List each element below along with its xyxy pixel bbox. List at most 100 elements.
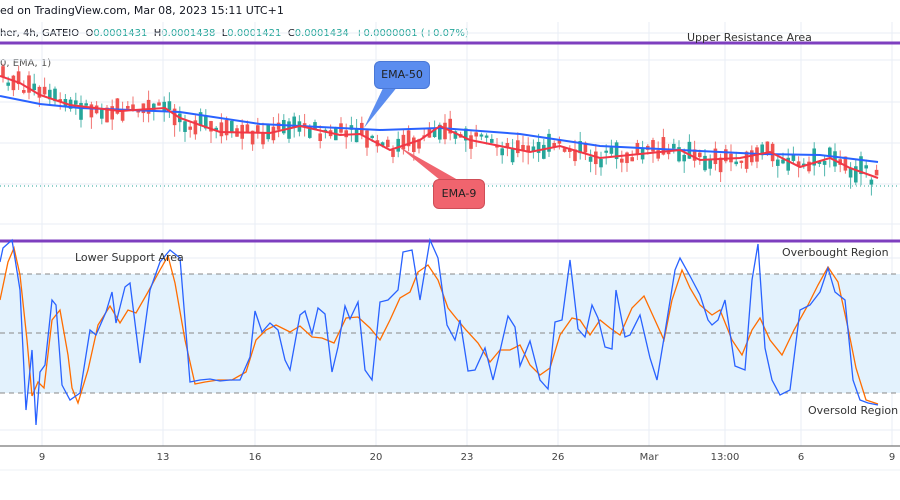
candle-body — [152, 103, 156, 110]
candle-body — [292, 116, 296, 128]
ema9-callout: EMA-9 — [433, 179, 485, 209]
candle-body — [214, 127, 218, 131]
candle-body — [22, 90, 26, 93]
candle-body — [516, 140, 520, 154]
candle-body — [817, 161, 822, 164]
candle-body — [843, 156, 848, 171]
candle-body — [807, 161, 811, 172]
candle-body — [562, 148, 567, 152]
candle-body — [261, 132, 265, 145]
candle-body — [287, 121, 291, 139]
candle-body — [406, 130, 411, 147]
candle-body — [105, 107, 109, 123]
x-axis-label: 16 — [248, 452, 262, 463]
ema50-callout-tail — [364, 86, 398, 128]
candle-body — [219, 122, 224, 137]
candle-body — [536, 141, 541, 153]
published-info: ed on TradingView.com, Mar 08, 2023 15:1… — [0, 4, 284, 17]
candle-body — [266, 124, 270, 140]
candle-body — [27, 75, 31, 93]
candle-body — [380, 142, 385, 146]
candle-body — [84, 103, 88, 106]
candle-body — [474, 132, 478, 137]
candle-body — [188, 126, 192, 130]
candle-body — [796, 161, 801, 167]
candle-body — [432, 128, 437, 138]
candle-body — [16, 71, 21, 85]
candle-body — [443, 122, 447, 140]
candle-body — [557, 139, 562, 144]
candle-body — [308, 128, 312, 138]
x-axis-label: 20 — [369, 452, 383, 463]
candle-body — [625, 152, 629, 164]
x-axis-label: 26 — [551, 452, 565, 463]
candle-body — [500, 148, 504, 156]
candle-body — [651, 140, 655, 152]
candle-body — [198, 112, 203, 126]
candle-body — [245, 124, 250, 133]
candle-body — [42, 86, 47, 95]
candle-body — [859, 156, 863, 175]
candle-body — [256, 125, 260, 133]
candle-body — [724, 149, 728, 162]
candle-body — [1, 66, 5, 78]
candle-body — [869, 179, 874, 185]
candle-body — [230, 120, 234, 132]
candle-body — [510, 147, 515, 163]
candle-body — [469, 135, 473, 149]
candle-body — [781, 159, 785, 164]
candle-body — [708, 158, 712, 169]
candle-body — [594, 151, 598, 165]
candle-body — [531, 146, 536, 152]
candle-body — [718, 157, 723, 173]
x-axis-label: 9 — [888, 452, 896, 463]
candle-body — [126, 105, 130, 109]
x-axis-label: 23 — [460, 452, 474, 463]
candle-body — [521, 144, 525, 151]
candle-body — [786, 157, 790, 171]
candle-body — [828, 147, 832, 157]
candle-body — [183, 121, 187, 132]
candle-body — [526, 145, 530, 153]
candle-body — [417, 139, 421, 149]
candle-body — [204, 115, 208, 129]
candle-body — [193, 120, 198, 135]
upper-resistance-label: Upper Resistance Area — [687, 31, 812, 44]
candle-body — [276, 122, 281, 130]
candle-body — [48, 89, 52, 100]
x-axis-label: 13:00 — [710, 452, 740, 463]
candle-body — [692, 149, 697, 161]
candle-body — [656, 150, 660, 159]
stochastic-k-line — [0, 237, 879, 426]
candle-body — [734, 161, 738, 165]
candle-body — [282, 119, 286, 134]
candle-body — [141, 103, 146, 114]
candle-body — [89, 104, 94, 118]
candle-body — [739, 160, 744, 163]
candle-body — [588, 156, 593, 162]
candle-body — [365, 130, 369, 148]
stochastic-d-line — [0, 245, 879, 405]
candle-body — [131, 104, 135, 111]
candle-body — [874, 169, 879, 176]
candle-body — [760, 144, 764, 156]
ema50-callout: EMA-50 — [374, 61, 430, 89]
candle-body — [53, 88, 57, 102]
candle-body — [271, 126, 276, 141]
candle-body — [822, 160, 827, 165]
candle-body — [552, 143, 556, 148]
candle-body — [224, 119, 229, 136]
candle-body — [37, 86, 42, 98]
candle-body — [120, 110, 125, 121]
candle-body — [100, 109, 104, 119]
candle-body — [396, 138, 400, 152]
ema9-callout-tail — [398, 146, 458, 180]
x-axis-label: Mar — [639, 452, 659, 463]
candle-body — [833, 151, 837, 167]
ema9-line — [0, 75, 879, 179]
candle-body — [854, 166, 858, 183]
candle-body — [172, 108, 177, 126]
x-axis-label: 13 — [156, 452, 170, 463]
indicator-legend: 0, EMA, 1) — [0, 58, 52, 69]
